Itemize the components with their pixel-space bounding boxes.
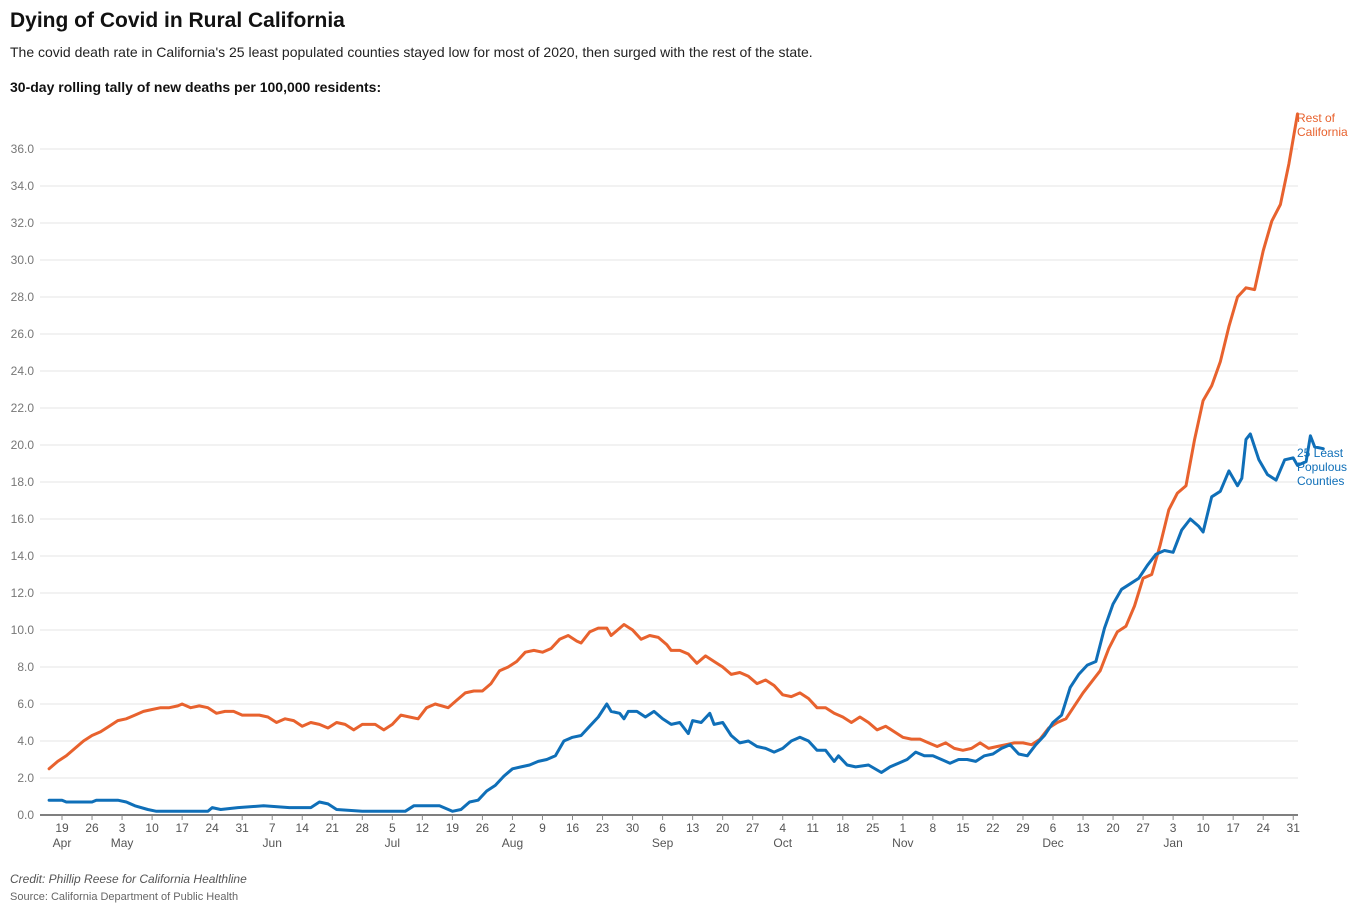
x-month-label: Jul	[385, 836, 400, 850]
y-tick-label: 28.0	[11, 290, 35, 304]
x-tick-label: 17	[175, 821, 189, 835]
x-month-label: Nov	[892, 836, 913, 850]
x-tick-label: 26	[85, 821, 99, 835]
x-tick-label: 3	[119, 821, 126, 835]
y-tick-label: 2.0	[17, 771, 34, 785]
x-tick-label: 31	[1287, 821, 1301, 835]
x-tick-label: 17	[1226, 821, 1240, 835]
x-tick-label: 4	[779, 821, 786, 835]
x-tick-label: 18	[836, 821, 850, 835]
legend-line: 25 Least	[1297, 446, 1344, 460]
y-tick-label: 4.0	[17, 734, 34, 748]
y-tick-label: 20.0	[11, 438, 35, 452]
legend-line: Counties	[1297, 474, 1344, 488]
x-month-label: Jan	[1163, 836, 1182, 850]
y-tick-label: 8.0	[17, 660, 34, 674]
x-tick-label: 9	[539, 821, 546, 835]
legend-line: Rest of	[1297, 111, 1336, 125]
chart-title: Dying of Covid in Rural California	[10, 9, 345, 32]
source: Source: California Department of Public …	[10, 891, 239, 903]
y-tick-label: 22.0	[11, 401, 35, 415]
legend-25-least-populous: 25 Least Populous Counties	[1297, 446, 1347, 488]
grid	[40, 148, 1298, 779]
y-tick-label: 18.0	[11, 475, 35, 489]
x-tick-label: 19	[55, 821, 69, 835]
x-tick-label: 13	[686, 821, 700, 835]
x-tick-label: 2	[509, 821, 516, 835]
x-tick-label: 20	[716, 821, 730, 835]
y-tick-label: 24.0	[11, 364, 35, 378]
x-tick-label: 6	[1050, 821, 1057, 835]
x-tick-label: 15	[956, 821, 970, 835]
series-line-rest-of-california	[47, 112, 1299, 771]
x-tick-label: 22	[986, 821, 1000, 835]
x-tick-label: 20	[1106, 821, 1120, 835]
x-tick-label: 19	[446, 821, 460, 835]
x-tick-label: 11	[807, 821, 820, 835]
y-tick-label: 26.0	[11, 327, 35, 341]
y-axis: 0.0 2.0 4.0 6.0 8.0 10.0 12.0 14.0 16.0 18.0 20.0 2…	[11, 142, 35, 822]
x-tick-label: 8	[930, 821, 937, 835]
y-tick-label: 30.0	[11, 253, 35, 267]
y-tick-label: 12.0	[11, 586, 35, 600]
x-month-label: Aug	[502, 836, 523, 850]
axis-caption: 30-day rolling tally of new deaths per 1…	[10, 79, 382, 95]
chart-subtitle: The covid death rate in California's 25 …	[10, 44, 813, 60]
x-tick-label: 7	[269, 821, 276, 835]
x-tick-label: 25	[866, 821, 880, 835]
y-tick-label: 6.0	[17, 697, 34, 711]
x-tick-label: 3	[1170, 821, 1177, 835]
x-tick-label: 31	[236, 821, 250, 835]
y-tick-label: 16.0	[11, 512, 35, 526]
x-tick-label: 13	[1076, 821, 1090, 835]
x-tick-label: 24	[205, 821, 219, 835]
x-tick-label: 16	[566, 821, 580, 835]
x-tick-label: 1	[899, 821, 906, 835]
legend-line: California	[1297, 125, 1348, 139]
credit: Credit: Phillip Reese for California Hea…	[10, 872, 247, 886]
series-lines	[47, 112, 1325, 813]
y-tick-label: 36.0	[11, 142, 35, 156]
x-tick-label: 10	[145, 821, 159, 835]
legend-line: Populous	[1297, 460, 1347, 474]
x-tick-label: 28	[356, 821, 370, 835]
legend: Rest of California 25 Least Populous Countie…	[1297, 111, 1348, 488]
y-tick-label: 14.0	[11, 549, 35, 563]
x-month-label: Dec	[1042, 836, 1063, 850]
x-tick-label: 24	[1257, 821, 1271, 835]
x-tick-label: 12	[416, 821, 430, 835]
legend-rest-of-california: Rest of California	[1297, 111, 1348, 139]
x-month-label: Apr	[53, 836, 72, 850]
y-tick-label: 10.0	[11, 623, 35, 637]
x-tick-label: 27	[1136, 821, 1150, 835]
x-tick-label: 6	[659, 821, 666, 835]
x-tick-label: 26	[476, 821, 490, 835]
y-tick-label: 32.0	[11, 216, 35, 230]
x-month-label: Sep	[652, 836, 674, 850]
x-tick-label: 29	[1016, 821, 1030, 835]
x-tick-label: 14	[296, 821, 310, 835]
y-tick-label: 34.0	[11, 179, 35, 193]
x-month-label: Jun	[263, 836, 282, 850]
series-line-25-least-populous	[47, 432, 1325, 813]
x-month-label: May	[111, 836, 134, 850]
x-tick-label: 10	[1196, 821, 1210, 835]
x-tick-label: 30	[626, 821, 640, 835]
x-tick-label: 23	[596, 821, 610, 835]
x-tick-label: 21	[326, 821, 340, 835]
x-month-label: Oct	[773, 836, 792, 850]
x-tick-label: 27	[746, 821, 760, 835]
y-tick-label: 0.0	[17, 808, 34, 822]
x-tick-label: 5	[389, 821, 396, 835]
